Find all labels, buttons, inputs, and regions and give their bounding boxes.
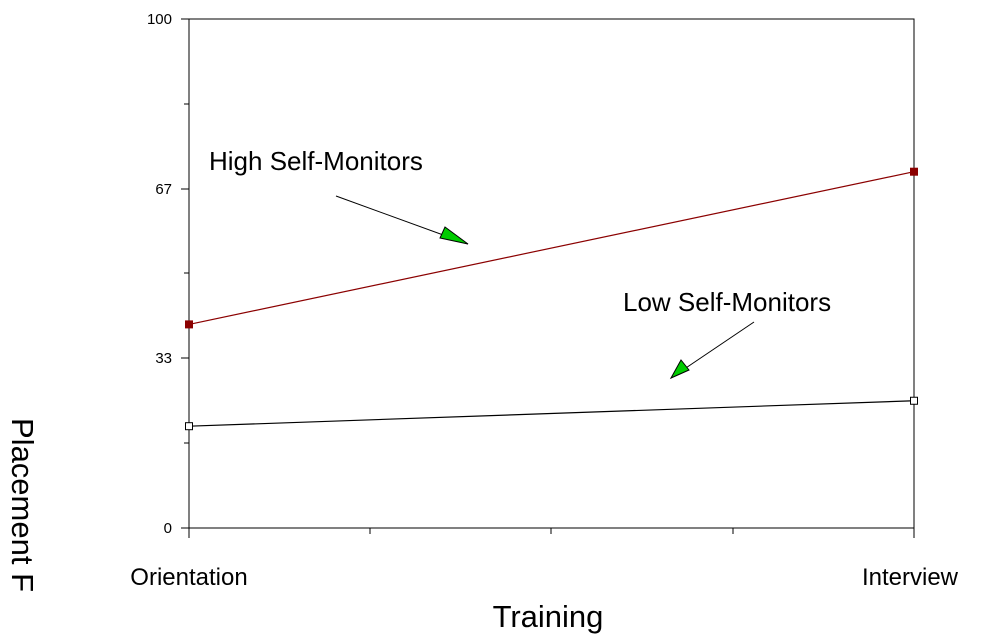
series-line	[188, 171, 915, 325]
y-tick-label: 33	[155, 350, 172, 367]
plot-frame	[188, 18, 915, 529]
x-category-label: Interview	[862, 564, 959, 591]
data-point-marker	[185, 320, 193, 329]
x-axis-title: Training	[493, 599, 604, 634]
annotation-high-arrowhead	[439, 226, 469, 245]
data-point-marker	[910, 167, 918, 176]
data-point-marker	[185, 422, 193, 431]
series-line	[188, 400, 915, 427]
y-tick-label: 100	[147, 11, 172, 28]
series-0	[185, 167, 918, 329]
y-tick-label: 67	[155, 181, 172, 198]
annotation-low-arrowhead	[669, 359, 690, 380]
data-point-marker	[910, 396, 918, 405]
y-tick-label: 0	[164, 520, 172, 537]
annotation-high-label: High Self-Monitors	[209, 146, 423, 176]
y-axis-title: Placement F	[5, 418, 40, 592]
series-layer	[185, 167, 918, 431]
x-axis: Orientation Interview	[130, 528, 959, 591]
series-1	[185, 396, 918, 431]
y-axis: 100 67 33 0	[147, 11, 189, 537]
annotation-low-label: Low Self-Monitors	[623, 287, 831, 317]
x-category-label: Orientation	[130, 564, 247, 591]
annotations: High Self-Monitors Low Self-Monitors	[209, 146, 831, 380]
